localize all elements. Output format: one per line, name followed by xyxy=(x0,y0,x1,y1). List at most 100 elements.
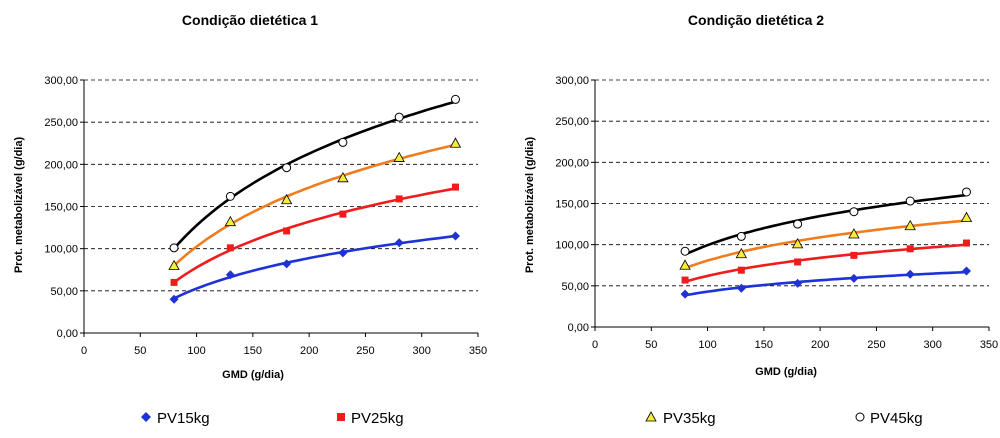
data-point-pv35kg xyxy=(960,211,973,222)
data-point-pv15kg xyxy=(394,238,404,248)
x-axis-label: GMD (g/dia) xyxy=(755,366,817,378)
x-tick-label: 50 xyxy=(645,339,657,351)
data-point-pv45kg xyxy=(394,112,404,122)
data-point-pv25kg xyxy=(906,245,914,253)
data-point-pv25kg xyxy=(451,183,459,191)
data-point-pv35kg xyxy=(280,193,293,205)
data-point-pv15kg xyxy=(169,294,179,304)
legend-item-pv35kg: PV35kg xyxy=(645,410,716,427)
data-point-pv45kg xyxy=(169,243,179,253)
data-point-pv45kg xyxy=(849,207,859,217)
data-point-pv35kg xyxy=(337,172,349,183)
data-point-pv35kg xyxy=(679,259,691,270)
y-tick-label: 300,00 xyxy=(44,75,78,87)
square-marker-icon xyxy=(337,413,345,421)
x-tick-label: 100 xyxy=(698,339,716,351)
legend-item-pv25kg: PV25kg xyxy=(337,410,404,427)
legend: PV15kg PV25kg PV35kg PV45kg xyxy=(141,410,923,427)
data-point-pv15kg xyxy=(338,248,348,258)
x-tick-label: 200 xyxy=(300,345,318,357)
series-pv35kg xyxy=(679,211,973,270)
x-tick-label: 350 xyxy=(469,345,487,357)
trend-line-pv35kg xyxy=(173,143,456,267)
data-point-pv45kg xyxy=(793,219,803,229)
x-tick-label: 100 xyxy=(187,345,205,357)
data-point-pv25kg xyxy=(794,258,802,266)
series-pv25kg xyxy=(170,183,459,286)
data-point-pv25kg xyxy=(226,244,234,252)
x-tick-label: 250 xyxy=(867,339,885,351)
legend-label: PV25kg xyxy=(351,410,404,427)
y-tick-label: 250,00 xyxy=(44,117,78,129)
x-tick-label: 300 xyxy=(413,345,431,357)
x-tick-label: 150 xyxy=(755,339,773,351)
y-tick-label: 200,00 xyxy=(555,157,589,169)
y-tick-label: 150,00 xyxy=(555,199,589,211)
series-pv45kg xyxy=(169,94,460,253)
x-tick-label: 250 xyxy=(356,345,374,357)
trend-line-pv15kg xyxy=(684,270,967,297)
trend-line-pv45kg xyxy=(684,193,967,256)
series-pv35kg xyxy=(168,137,462,270)
x-tick-label: 150 xyxy=(244,345,262,357)
data-point-pv25kg xyxy=(681,276,689,284)
x-tick-label: 200 xyxy=(811,339,829,351)
data-point-pv35kg xyxy=(904,219,916,231)
trend-line-pv45kg xyxy=(173,100,456,250)
data-point-pv35kg xyxy=(848,228,860,239)
y-tick-label: 100,00 xyxy=(44,244,78,256)
x-tick-label: 0 xyxy=(81,345,87,357)
data-point-pv25kg xyxy=(283,227,291,235)
data-point-pv25kg xyxy=(170,278,178,286)
data-point-pv25kg xyxy=(737,266,745,274)
data-point-pv35kg xyxy=(791,238,804,249)
legend-label: PV15kg xyxy=(157,410,210,427)
chart-title: Condição dietética 1 xyxy=(182,12,318,28)
trend-line-pv25kg xyxy=(173,187,456,284)
chart-title: Condição dietética 2 xyxy=(688,12,824,28)
data-point-pv15kg xyxy=(736,283,746,293)
data-point-pv45kg xyxy=(225,191,235,201)
series-pv15kg xyxy=(169,231,460,304)
data-point-pv35kg xyxy=(393,151,405,162)
y-tick-label: 0,00 xyxy=(568,322,589,334)
data-point-pv25kg xyxy=(395,195,403,203)
data-point-pv35kg xyxy=(735,247,748,259)
data-point-pv35kg xyxy=(168,259,180,270)
y-tick-label: 50,00 xyxy=(561,281,589,293)
y-tick-label: 200,00 xyxy=(44,159,78,171)
data-point-pv45kg xyxy=(961,187,971,197)
diamond-marker-icon xyxy=(141,412,151,422)
y-tick-label: 300,00 xyxy=(555,75,589,87)
data-point-pv15kg xyxy=(905,269,915,279)
legend-label: PV35kg xyxy=(663,410,716,427)
data-point-pv25kg xyxy=(962,239,970,247)
triangle-marker-icon xyxy=(645,411,657,422)
data-point-pv15kg xyxy=(225,270,235,280)
data-point-pv15kg xyxy=(450,231,460,241)
data-point-pv25kg xyxy=(339,210,347,218)
data-point-pv15kg xyxy=(680,289,690,299)
legend-label: PV45kg xyxy=(870,410,923,427)
series-pv25kg xyxy=(681,239,970,284)
data-point-pv15kg xyxy=(793,278,803,288)
y-tick-label: 50,00 xyxy=(50,286,78,298)
data-point-pv35kg xyxy=(449,137,462,148)
data-point-pv15kg xyxy=(849,273,859,283)
x-tick-label: 300 xyxy=(924,339,942,351)
x-axis-label: GMD (g/dia) xyxy=(222,369,284,381)
x-tick-label: 50 xyxy=(134,345,146,357)
x-tick-label: 0 xyxy=(592,339,598,351)
data-point-pv45kg xyxy=(680,246,690,256)
legend-item-pv15kg: PV15kg xyxy=(141,410,210,427)
y-tick-label: 150,00 xyxy=(44,202,78,214)
y-tick-label: 100,00 xyxy=(555,240,589,252)
data-point-pv45kg xyxy=(338,137,348,147)
series-pv45kg xyxy=(680,187,971,256)
data-point-pv15kg xyxy=(961,266,971,276)
legend-item-pv45kg: PV45kg xyxy=(855,410,923,427)
data-point-pv35kg xyxy=(224,215,237,227)
data-point-pv45kg xyxy=(450,94,460,104)
